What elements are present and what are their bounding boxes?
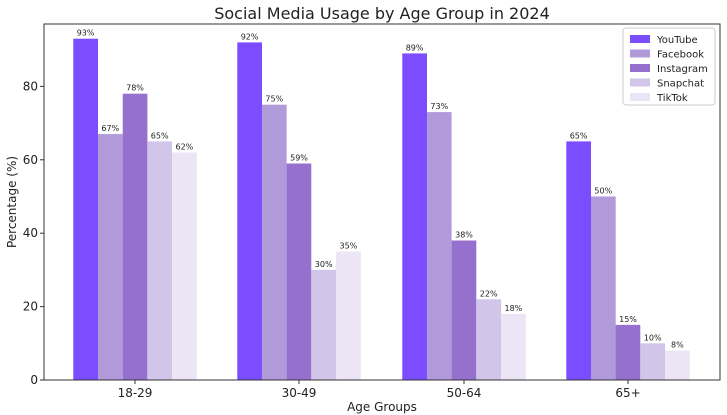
y-tick-label: 0 [30,373,38,387]
data-label-instagram-50-64: 38% [455,231,473,240]
bar-snapchat-30-49 [311,269,337,380]
data-label-tiktok-18-29: 62% [176,143,194,152]
bars-group: 93% 92% 89% 65% 67% 75% 73% 50% 78% 59% 38% 15% 65% 3… [73,29,690,381]
bar-youtube-18-29 [73,38,98,380]
y-tick-label: 40 [23,226,38,240]
bar-facebook-18-29 [98,134,123,380]
data-label-instagram-18-29: 78% [126,84,144,93]
x-tick-label: 50-64 [447,386,482,400]
y-tick-label: 20 [23,300,38,314]
data-label-snapchat-18-29: 65% [151,131,169,140]
bar-instagram-18-29 [122,93,148,380]
data-label-youtube-30-49: 92% [241,32,259,41]
data-label-instagram-30-49: 59% [290,154,308,163]
legend-swatch-tiktok [630,93,650,101]
x-axis-label: Age Groups [347,400,417,414]
x-tick-label: 18-29 [118,386,153,400]
legend-label-facebook: Facebook [657,50,704,61]
bar-snapchat-65+ [640,343,666,380]
bar-facebook-30-49 [261,104,287,380]
bar-tiktok-18-29 [172,152,197,380]
data-label-facebook-50-64: 73% [430,102,448,111]
data-label-youtube-50-64: 89% [406,43,424,52]
bar-snapchat-18-29 [147,141,172,380]
legend-label-youtube: YouTube [656,35,698,46]
x-tick-label: 65+ [615,386,640,400]
data-label-tiktok-50-64: 18% [505,304,523,313]
bar-tiktok-50-64 [501,313,526,380]
data-label-snapchat-50-64: 22% [480,289,498,298]
data-label-snapchat-65+: 10% [644,333,662,342]
bar-instagram-65+ [615,324,641,380]
bar-facebook-65+ [591,196,616,380]
bar-facebook-50-64 [426,112,452,380]
bar-tiktok-30-49 [336,251,361,380]
data-label-facebook-18-29: 67% [101,124,119,133]
chart-title: Social Media Usage by Age Group in 2024 [214,4,550,23]
legend: YouTube Facebook Instagram Snapchat TikTok [622,27,716,106]
data-label-facebook-65+: 50% [594,187,612,196]
x-tick-label: 30-49 [282,386,317,400]
legend-swatch-youtube [630,35,650,43]
ticks-group: 0 20 40 60 80 18-29 30-49 50-64 65+ [23,79,641,400]
bar-instagram-30-49 [286,163,312,380]
data-label-snapchat-30-49: 30% [315,260,333,269]
y-tick-label: 60 [23,153,38,167]
legend-swatch-snapchat [630,78,650,87]
plot-frame [43,23,721,381]
bar-instagram-50-64 [451,240,477,380]
legend-swatch-instagram [630,64,650,72]
data-label-youtube-65+: 65% [570,131,588,140]
bar-youtube-65+ [566,141,591,380]
data-label-instagram-65+: 15% [619,315,637,324]
data-label-youtube-18-29: 93% [77,29,95,38]
data-label-tiktok-30-49: 35% [340,242,358,251]
data-label-tiktok-65+: 8% [671,341,684,350]
legend-label-snapchat: Snapchat [657,79,704,90]
bar-snapchat-50-64 [476,299,502,380]
y-axis-label: Percentage (%) [5,156,19,248]
legend-label-instagram: Instagram [657,64,708,75]
y-tick-label: 80 [23,79,38,93]
data-label-facebook-30-49: 75% [265,95,283,104]
legend-label-tiktok: TikTok [656,93,688,104]
bar-youtube-50-64 [402,53,427,381]
bar-tiktok-65+ [665,350,690,380]
legend-swatch-facebook [630,49,650,58]
bar-youtube-30-49 [237,42,262,381]
